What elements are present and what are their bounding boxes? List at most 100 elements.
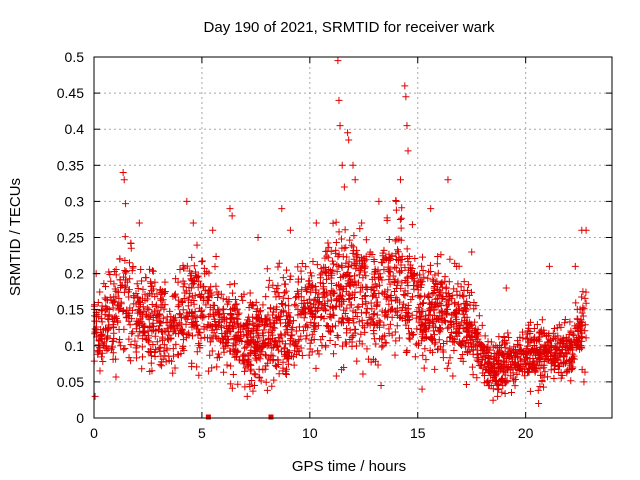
data-point xyxy=(361,328,369,336)
data-point xyxy=(430,287,438,295)
data-point xyxy=(197,334,205,342)
data-point xyxy=(254,322,262,330)
data-point xyxy=(359,283,367,291)
data-point xyxy=(202,301,210,309)
data-point xyxy=(188,332,196,340)
data-point xyxy=(338,235,346,243)
data-point xyxy=(284,294,292,302)
data-point xyxy=(142,274,150,282)
data-point xyxy=(214,294,222,302)
data-point xyxy=(312,364,320,372)
data-point xyxy=(193,273,201,281)
data-point xyxy=(491,372,499,380)
y-tick-label: 0.25 xyxy=(57,230,84,246)
data-point xyxy=(171,290,179,298)
data-point xyxy=(145,306,153,314)
data-point xyxy=(166,307,174,315)
data-point xyxy=(122,284,130,292)
data-point xyxy=(156,343,164,351)
data-point xyxy=(263,386,271,394)
data-point xyxy=(124,309,132,317)
data-point xyxy=(174,278,182,286)
data-point xyxy=(340,183,348,191)
data-point xyxy=(393,322,401,330)
data-point xyxy=(103,346,111,354)
data-point xyxy=(215,335,223,343)
data-point xyxy=(422,315,430,323)
data-point xyxy=(270,376,278,384)
data-point xyxy=(121,233,129,241)
data-point xyxy=(346,295,354,303)
data-point xyxy=(160,341,168,349)
data-point xyxy=(452,313,460,321)
data-point xyxy=(97,307,105,315)
data-point xyxy=(350,232,358,240)
data-point xyxy=(397,313,405,321)
data-point xyxy=(462,321,470,329)
data-point xyxy=(270,319,278,327)
data-point xyxy=(388,331,396,339)
data-point xyxy=(127,357,135,365)
data-point xyxy=(117,342,125,350)
data-point xyxy=(419,321,427,329)
data-point xyxy=(188,319,196,327)
data-point xyxy=(484,338,492,346)
data-point xyxy=(200,313,208,321)
data-point xyxy=(396,216,404,224)
data-point xyxy=(257,307,265,315)
data-point xyxy=(532,348,540,356)
data-point xyxy=(102,283,110,291)
data-point xyxy=(516,348,524,356)
data-point xyxy=(474,328,482,336)
data-point xyxy=(335,96,343,104)
data-point xyxy=(114,318,122,326)
data-point xyxy=(425,311,433,319)
data-point xyxy=(163,313,171,321)
data-point xyxy=(316,271,324,279)
data-point xyxy=(178,325,186,333)
data-point xyxy=(119,169,127,177)
data-point xyxy=(463,313,471,321)
data-point xyxy=(267,305,275,313)
data-point xyxy=(193,363,201,371)
data-point xyxy=(439,348,447,356)
data-point xyxy=(404,147,412,155)
data-point xyxy=(277,308,285,316)
data-point xyxy=(242,364,250,372)
data-point xyxy=(555,349,563,357)
data-point xyxy=(461,307,469,315)
data-point xyxy=(212,321,220,329)
data-point xyxy=(521,360,529,368)
data-point xyxy=(420,326,428,334)
data-point xyxy=(492,377,500,385)
data-point xyxy=(514,340,522,348)
data-point xyxy=(155,326,163,334)
data-point xyxy=(282,371,290,379)
data-point xyxy=(391,351,399,359)
data-point xyxy=(297,332,305,340)
data-point xyxy=(306,269,314,277)
data-point xyxy=(182,320,190,328)
data-point xyxy=(580,305,588,313)
data-point xyxy=(263,265,271,273)
data-point xyxy=(374,266,382,274)
data-points xyxy=(90,57,590,420)
data-point xyxy=(319,293,327,301)
data-point xyxy=(120,176,128,184)
data-point xyxy=(143,335,151,343)
data-point xyxy=(121,256,129,264)
data-point xyxy=(527,347,535,355)
data-point xyxy=(521,356,529,364)
data-point xyxy=(114,288,122,296)
data-point xyxy=(122,268,130,276)
data-point xyxy=(135,322,143,330)
data-point xyxy=(286,226,294,234)
zero-marker xyxy=(205,414,211,420)
data-point xyxy=(444,305,452,313)
data-point xyxy=(370,310,378,318)
data-point xyxy=(309,257,317,265)
data-point xyxy=(313,261,321,269)
data-point xyxy=(381,308,389,316)
data-point xyxy=(339,297,347,305)
data-point xyxy=(121,276,129,284)
